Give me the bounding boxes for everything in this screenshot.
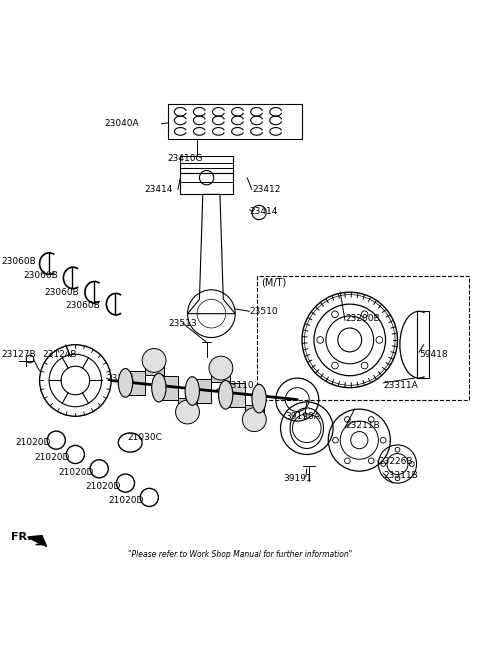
Text: 21020D: 21020D [16,438,51,447]
Text: 23414: 23414 [144,185,173,194]
Text: 23412: 23412 [252,185,280,194]
Circle shape [142,348,166,373]
Text: FR.: FR. [11,533,31,543]
Ellipse shape [152,373,166,402]
Polygon shape [159,376,178,400]
Text: 23513: 23513 [168,319,197,328]
Text: 23311B: 23311B [383,472,418,480]
Polygon shape [144,360,164,375]
Circle shape [332,311,338,318]
Circle shape [361,311,368,318]
Circle shape [381,462,385,466]
Ellipse shape [118,369,132,397]
Circle shape [395,476,400,481]
Circle shape [409,462,414,466]
Text: 21020D: 21020D [109,496,144,505]
Circle shape [242,407,266,432]
Text: 23124B: 23124B [42,350,76,359]
Ellipse shape [218,380,233,409]
Text: 23060B: 23060B [44,288,79,297]
Circle shape [209,356,233,380]
Circle shape [176,400,199,424]
Text: 23127B: 23127B [1,350,36,359]
Text: 23211B: 23211B [345,421,380,430]
Circle shape [333,438,338,443]
Text: "Please refer to Work Shop Manual for further information": "Please refer to Work Shop Manual for fu… [128,550,352,559]
Ellipse shape [185,377,199,405]
Circle shape [368,458,374,464]
Polygon shape [125,371,144,395]
Text: 59418: 59418 [419,350,447,359]
Text: 39191: 39191 [283,474,312,483]
Circle shape [345,458,350,464]
Polygon shape [192,379,211,403]
Text: 21020D: 21020D [59,468,94,477]
Text: 23040A: 23040A [104,119,139,129]
Circle shape [380,438,386,443]
Text: 21020D: 21020D [35,453,70,462]
Text: 21030C: 21030C [128,433,163,442]
Text: 23226B: 23226B [378,457,413,466]
Polygon shape [178,398,197,412]
Text: 23110: 23110 [226,380,254,390]
Text: 23510: 23510 [250,307,278,316]
Circle shape [361,362,368,369]
Text: 23414: 23414 [250,207,278,216]
Circle shape [332,362,338,369]
Text: 23131: 23131 [107,374,135,382]
Polygon shape [28,535,47,546]
Circle shape [317,337,324,343]
Text: 23200B: 23200B [345,314,380,323]
Circle shape [395,447,400,452]
Circle shape [345,417,350,422]
Bar [168,104,302,140]
Circle shape [376,337,383,343]
Text: (M/T): (M/T) [262,277,287,288]
Ellipse shape [252,384,266,413]
Text: 21020D: 21020D [85,482,120,491]
Text: 23060B: 23060B [1,256,36,266]
Bar [257,276,469,400]
Text: 23060B: 23060B [23,271,58,280]
Text: 23311A: 23311A [383,380,418,390]
Text: 23410G: 23410G [168,154,203,163]
Polygon shape [226,383,245,407]
Polygon shape [211,368,230,382]
Text: 39190A: 39190A [285,412,320,420]
Text: 23060B: 23060B [66,300,101,310]
Circle shape [368,417,374,422]
Polygon shape [245,405,264,420]
